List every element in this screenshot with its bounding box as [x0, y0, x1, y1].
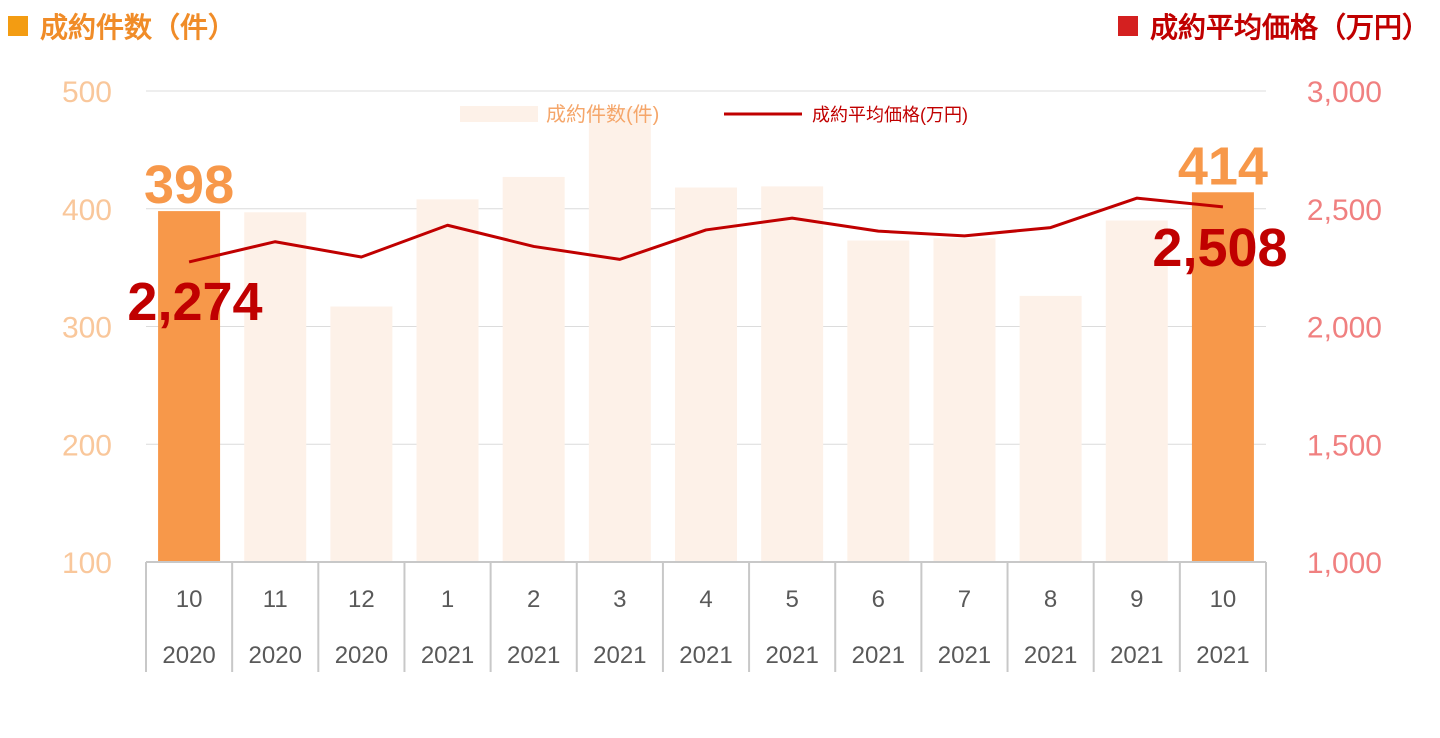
right-axis-header: 成約平均価格（万円） [1117, 6, 1430, 46]
legend-line-label: 成約平均価格(万円) [812, 105, 968, 125]
bar [1105, 220, 1168, 562]
x-tick-year: 2021 [765, 642, 818, 669]
x-tick-month: 4 [699, 586, 712, 613]
right-axis-tick-label: 1,000 [1307, 547, 1382, 580]
right-axis-tick-label: 1,500 [1307, 429, 1382, 462]
left-axis-tick-label: 100 [62, 547, 112, 580]
x-tick-month: 8 [1044, 586, 1057, 613]
x-tick-month: 11 [263, 586, 288, 613]
x-tick-month: 9 [1130, 586, 1143, 613]
x-tick-year: 2021 [1110, 642, 1163, 669]
bar [675, 187, 737, 562]
price-line [188, 196, 1224, 264]
x-tick-year: 2020 [249, 642, 302, 669]
left-axis-header-label: 成約件数（件） [40, 12, 237, 43]
x-tick-month: 6 [872, 586, 885, 613]
x-tick-month: 2 [527, 586, 540, 613]
x-tick-year: 2021 [1196, 642, 1249, 669]
bar [761, 186, 824, 562]
legend-bar-swatch [460, 106, 538, 122]
orange-square-icon [8, 16, 28, 36]
x-tick-month: 1 [441, 586, 454, 613]
line-data-label: 2,274 [127, 272, 262, 332]
red-square-icon [1117, 16, 1138, 36]
bar [244, 212, 307, 562]
bar [1019, 295, 1082, 562]
left-axis-header: 成約件数（件） [8, 6, 236, 46]
x-tick-year: 2020 [335, 642, 388, 669]
x-tick-month: 10 [1210, 586, 1237, 613]
x-tick-year: 2020 [162, 642, 215, 669]
bar-data-label: 398 [144, 155, 234, 215]
bar-highlight [1191, 192, 1254, 562]
left-axis-tick-label: 200 [62, 429, 112, 462]
bar [847, 240, 910, 563]
bar [502, 176, 565, 562]
bar [330, 306, 393, 562]
left-axis-tick-label: 400 [62, 194, 112, 227]
x-tick-month: 10 [176, 586, 203, 613]
x-tick-year: 2021 [938, 642, 991, 669]
x-tick-year: 2021 [852, 642, 905, 669]
bar [588, 108, 651, 562]
x-tick-month: 12 [348, 586, 375, 613]
x-tick-year: 2021 [507, 642, 560, 669]
x-tick-year: 2021 [1024, 642, 1077, 669]
x-tick-month: 5 [785, 586, 798, 613]
right-axis-tick-label: 2,500 [1307, 194, 1382, 227]
right-axis-header-label: 成約平均価格（万円） [1149, 12, 1430, 43]
x-tick-year: 2021 [421, 642, 474, 669]
x-tick-month: 3 [613, 586, 626, 613]
left-axis-tick-label: 300 [62, 312, 112, 345]
bar-highlight [158, 211, 221, 563]
left-axis-tick-label: 500 [62, 76, 112, 109]
right-axis-tick-label: 2,000 [1307, 312, 1382, 345]
right-axis-tick-label: 3,000 [1307, 76, 1382, 109]
bar-data-label: 414 [1178, 136, 1268, 196]
bar [416, 199, 479, 562]
bar [933, 238, 996, 562]
line-data-label: 2,508 [1152, 218, 1287, 278]
legend-bar-label: 成約件数(件) [546, 103, 659, 126]
x-tick-year: 2021 [593, 642, 646, 669]
x-tick-year: 2021 [679, 642, 732, 669]
x-tick-month: 7 [958, 586, 971, 613]
